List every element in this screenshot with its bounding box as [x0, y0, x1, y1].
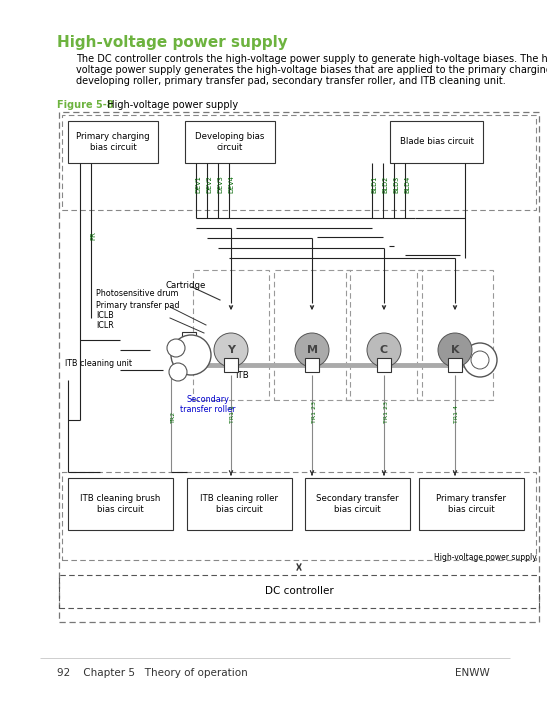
- Circle shape: [367, 333, 401, 367]
- Text: Figure 5-8: Figure 5-8: [57, 100, 114, 110]
- Circle shape: [167, 339, 185, 357]
- Circle shape: [438, 333, 472, 367]
- Text: TR1 23: TR1 23: [311, 401, 317, 423]
- Text: TR2: TR2: [171, 411, 176, 423]
- Text: Secondary transfer
bias circuit: Secondary transfer bias circuit: [316, 494, 399, 515]
- Circle shape: [463, 343, 497, 377]
- Text: Photosensitive drum: Photosensitive drum: [96, 288, 178, 298]
- Text: BLD1: BLD1: [371, 175, 377, 193]
- Text: 92    Chapter 5   Theory of operation: 92 Chapter 5 Theory of operation: [57, 668, 248, 678]
- Bar: [305, 358, 319, 372]
- Text: ICLR: ICLR: [96, 322, 114, 331]
- Text: ITB: ITB: [235, 371, 249, 379]
- Text: PR: PR: [90, 231, 96, 240]
- Bar: [274, 270, 350, 400]
- Text: K: K: [451, 345, 459, 355]
- Text: ITB cleaning brush
bias circuit: ITB cleaning brush bias circuit: [80, 494, 161, 515]
- Bar: [68, 478, 173, 530]
- Bar: [305, 478, 410, 530]
- Text: Primary transfer
bias circuit: Primary transfer bias circuit: [437, 494, 507, 515]
- Text: DEV3: DEV3: [217, 175, 223, 193]
- Text: ITB cleaning roller
bias circuit: ITB cleaning roller bias circuit: [201, 494, 278, 515]
- Text: TR1 4: TR1 4: [455, 405, 459, 423]
- Text: TR1 23: TR1 23: [383, 401, 388, 423]
- Text: BLD3: BLD3: [393, 175, 399, 193]
- Text: Cartridge: Cartridge: [165, 280, 205, 290]
- Circle shape: [171, 335, 211, 375]
- Text: ENWW: ENWW: [455, 668, 490, 678]
- Text: voltage power supply generates the high-voltage biases that are applied to the p: voltage power supply generates the high-…: [76, 65, 547, 75]
- Bar: [187, 478, 292, 530]
- Text: Y: Y: [227, 345, 235, 355]
- Circle shape: [471, 351, 489, 369]
- Bar: [68, 121, 158, 163]
- Text: ITB cleaning unit: ITB cleaning unit: [65, 360, 132, 368]
- Bar: [59, 112, 539, 622]
- Text: Primary transfer pad: Primary transfer pad: [96, 301, 179, 309]
- Bar: [59, 575, 539, 608]
- Circle shape: [214, 333, 248, 367]
- Text: BLD4: BLD4: [404, 175, 410, 193]
- Text: High-voltage power supply: High-voltage power supply: [57, 35, 288, 50]
- Bar: [185, 121, 275, 163]
- Text: C: C: [380, 345, 388, 355]
- Text: DEV1: DEV1: [195, 175, 201, 193]
- Text: TR1 1: TR1 1: [230, 405, 236, 423]
- Text: DC controller: DC controller: [265, 586, 333, 596]
- Text: Developing bias
circuit: Developing bias circuit: [195, 132, 265, 152]
- Text: ICLB: ICLB: [96, 312, 114, 320]
- Bar: [390, 121, 483, 163]
- Circle shape: [169, 363, 187, 381]
- Bar: [419, 478, 524, 530]
- Text: The DC controller controls the high-voltage power supply to generate high-voltag: The DC controller controls the high-volt…: [76, 54, 547, 64]
- Text: developing roller, primary transfer pad, secondary transfer roller, and ITB clea: developing roller, primary transfer pad,…: [76, 76, 506, 86]
- Bar: [224, 358, 238, 372]
- Bar: [417, 270, 493, 400]
- Text: Blade bias circuit: Blade bias circuit: [399, 138, 474, 146]
- Bar: [62, 115, 536, 210]
- Bar: [193, 270, 269, 400]
- Text: High-voltage power supply: High-voltage power supply: [101, 100, 238, 110]
- Bar: [377, 358, 391, 372]
- Text: DEV4: DEV4: [228, 175, 234, 193]
- Text: Primary charging
bias circuit: Primary charging bias circuit: [76, 132, 150, 152]
- Text: M: M: [306, 345, 317, 355]
- Text: Secondary
transfer roller: Secondary transfer roller: [181, 395, 236, 414]
- Circle shape: [295, 333, 329, 367]
- Bar: [448, 358, 462, 372]
- Text: DEV2: DEV2: [206, 175, 212, 193]
- Bar: [346, 270, 422, 400]
- Bar: [182, 332, 196, 346]
- Text: High-voltage power supply: High-voltage power supply: [434, 553, 537, 563]
- Bar: [62, 472, 536, 560]
- Text: BLD2: BLD2: [382, 175, 388, 193]
